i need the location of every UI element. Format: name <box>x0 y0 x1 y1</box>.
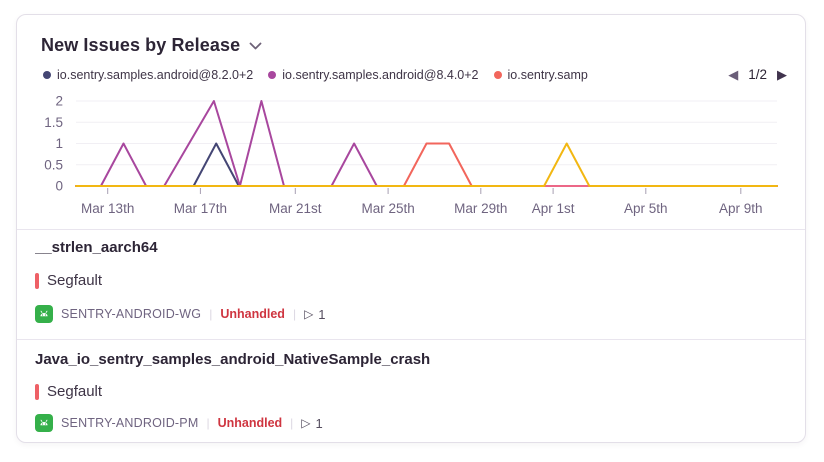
issue-divider <box>17 339 805 340</box>
unhandled-tag: Unhandled <box>220 307 285 321</box>
page-indicator: 1/2 <box>748 67 767 82</box>
x-axis-tick-label: Mar 21st <box>269 201 322 216</box>
error-level-bar-icon <box>35 272 39 289</box>
legend-label: io.sentry.samples.android@8.4.0+2 <box>282 67 479 82</box>
play-icon: ▷ <box>304 307 314 321</box>
next-page-icon[interactable]: ▶ <box>777 67 787 82</box>
legend-dot-icon <box>268 70 277 79</box>
android-project-icon <box>35 305 53 323</box>
issue-title-link[interactable]: Java_io_sentry_samples_android_NativeSam… <box>35 351 431 368</box>
error-level-bar-icon <box>35 383 39 400</box>
x-axis-tick-label: Apr 9th <box>719 201 763 216</box>
series-line <box>75 142 778 187</box>
legend-item-release-3[interactable]: io.sentry.samp <box>493 67 588 82</box>
y-axis-tick-label: 1.5 <box>44 115 63 130</box>
issue-meta-row: SENTRY-ANDROID-WG | Unhandled | ▷ 1 <box>35 305 326 323</box>
unhandled-tag: Unhandled <box>217 416 283 430</box>
x-axis-tick-label: Mar 13th <box>81 201 134 216</box>
y-axis-tick-label: 0 <box>55 179 63 194</box>
new-issues-widget: New Issues by Release io.sentry.samples.… <box>16 14 806 443</box>
y-axis-tick-label: 0.5 <box>44 157 63 172</box>
legend-label: io.sentry.samp <box>507 67 588 82</box>
meta-separator: | <box>292 307 297 321</box>
legend-dot-icon <box>43 70 51 79</box>
event-count-value: 1 <box>318 306 326 322</box>
project-slug: SENTRY-ANDROID-PM <box>61 416 199 430</box>
play-icon: ▷ <box>301 416 311 430</box>
x-axis-tick-label: Mar 17th <box>174 201 227 216</box>
event-count: ▷ 1 <box>301 416 322 431</box>
legend-label: io.sentry.samples.android@8.2.0+2 <box>57 67 254 82</box>
x-axis-tick-label: Mar 25th <box>361 201 414 216</box>
event-count-value: 1 <box>315 415 323 431</box>
legend-pager: ◀ 1/2 ▶ <box>728 67 787 82</box>
issue-level-row: Segfault <box>35 383 102 400</box>
chart-legend: io.sentry.samples.android@8.2.0+2 io.sen… <box>43 67 787 82</box>
issue-title-link[interactable]: __strlen_aarch64 <box>35 239 158 256</box>
meta-separator: | <box>206 416 210 430</box>
chevron-down-icon[interactable] <box>249 42 262 50</box>
issue-level-row: Segfault <box>35 272 102 289</box>
widget-header: New Issues by Release <box>41 35 262 56</box>
section-divider <box>17 229 805 230</box>
y-axis-tick-label: 1 <box>55 136 63 151</box>
legend-dot-icon <box>493 70 502 79</box>
issue-subtitle: Segfault <box>47 272 103 289</box>
x-axis-tick-label: Apr 1st <box>532 201 575 216</box>
legend-item-release-1[interactable]: io.sentry.samples.android@8.2.0+2 <box>43 68 253 82</box>
issue-subtitle: Segfault <box>47 383 103 400</box>
project-slug: SENTRY-ANDROID-WG <box>61 307 202 321</box>
x-axis-tick-label: Apr 5th <box>624 201 668 216</box>
previous-page-icon[interactable]: ◀ <box>728 67 739 82</box>
meta-separator: | <box>290 416 294 430</box>
widget-title: New Issues by Release <box>41 35 241 55</box>
android-project-icon <box>35 414 53 432</box>
event-count: ▷ 1 <box>304 307 325 322</box>
new-issues-line-chart[interactable]: 2 1.5 1 0.5 0 Mar 13th Mar 17th Mar 21st Mar 25t… <box>17 91 807 227</box>
legend-item-release-2[interactable]: io.sentry.samples.android@8.4.0+2 <box>268 67 479 82</box>
x-axis-tick-label: Mar 29th <box>454 201 507 216</box>
meta-separator: | <box>209 307 213 321</box>
issue-meta-row: SENTRY-ANDROID-PM | Unhandled | ▷ 1 <box>35 414 323 432</box>
y-axis-tick-label: 2 <box>55 94 63 109</box>
